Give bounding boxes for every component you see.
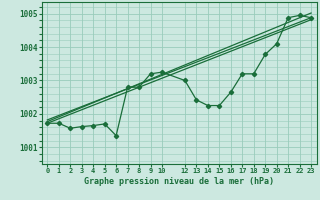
X-axis label: Graphe pression niveau de la mer (hPa): Graphe pression niveau de la mer (hPa) xyxy=(84,177,274,186)
